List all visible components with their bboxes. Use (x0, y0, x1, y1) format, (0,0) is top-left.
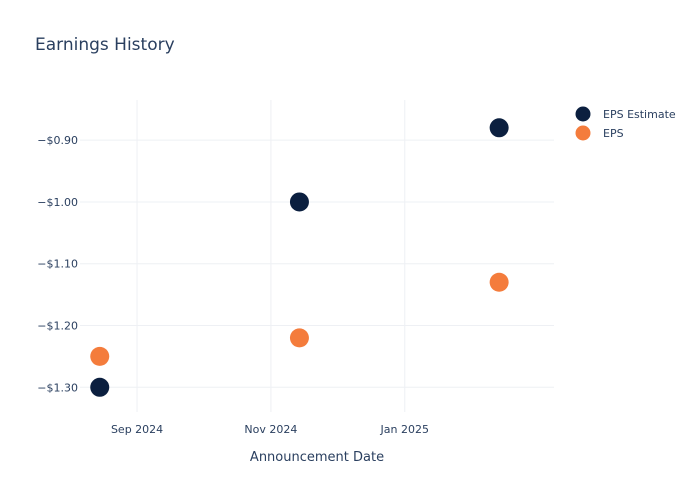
x-axis-title: Announcement Date (250, 450, 384, 465)
y-tick-label: −$1.00 (37, 196, 78, 209)
y-axis-ticks: −$0.90 −$1.00 −$1.10 −$1.20 −$1.30 (37, 134, 78, 394)
chart-title: Earnings History (35, 35, 175, 55)
data-point[interactable] (489, 272, 509, 292)
y-tick-label: −$0.90 (37, 134, 78, 147)
grid-lines (80, 100, 554, 412)
data-point[interactable] (90, 346, 110, 366)
y-tick-label: −$1.10 (37, 258, 78, 271)
data-point[interactable] (489, 118, 509, 138)
legend-marker (575, 106, 591, 122)
legend-label: EPS (603, 127, 624, 140)
x-tick-label: Nov 2024 (244, 423, 297, 436)
data-point[interactable] (289, 328, 309, 348)
y-tick-label: −$1.20 (37, 320, 78, 333)
x-tick-label: Sep 2024 (111, 423, 163, 436)
legend: EPS Estimate EPS (575, 106, 676, 141)
y-tick-label: −$1.30 (37, 381, 78, 394)
legend-label: EPS Estimate (603, 108, 676, 121)
data-point[interactable] (90, 377, 110, 397)
data-points (90, 118, 509, 397)
data-point[interactable] (289, 192, 309, 212)
x-tick-label: Jan 2025 (380, 423, 429, 436)
x-axis-ticks: Sep 2024 Nov 2024 Jan 2025 (111, 423, 429, 436)
legend-marker (575, 125, 591, 141)
